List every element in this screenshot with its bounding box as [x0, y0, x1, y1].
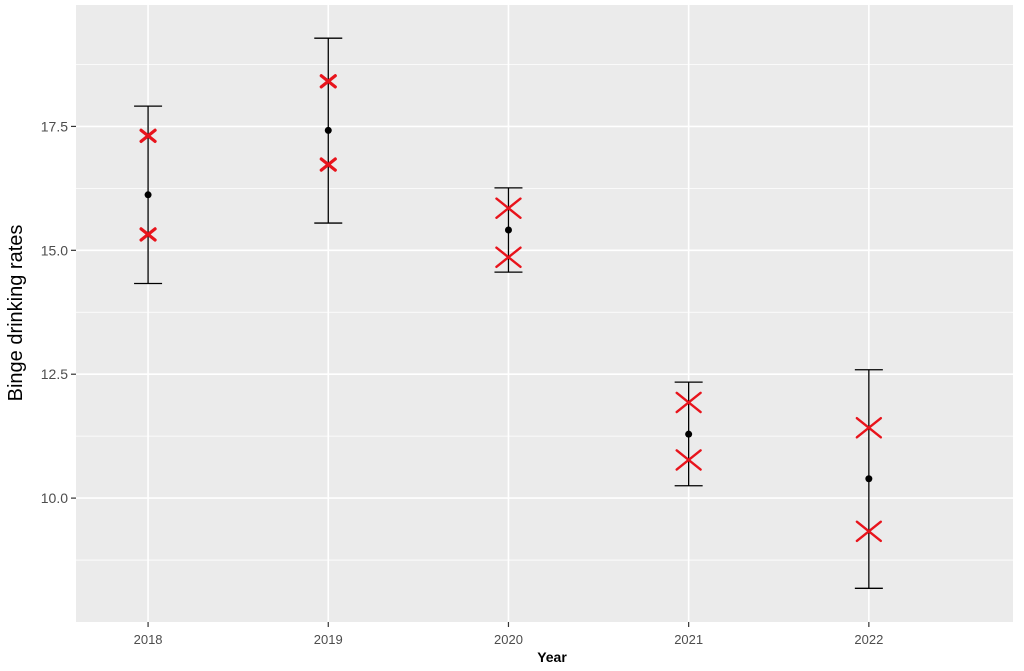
grid-major [76, 5, 1013, 622]
x-mark-2019-2 [319, 74, 337, 89]
x-tick-label: 2022 [854, 632, 883, 647]
x-axis-ticks: 201820192020202120222023 [134, 622, 883, 647]
x-mark-stroke [319, 157, 337, 172]
x-mark-stroke [675, 391, 702, 414]
point-2018 [144, 191, 152, 199]
y-tick-label: 15.0 [41, 242, 68, 258]
x-mark-stroke [495, 197, 522, 219]
point-2019 [324, 126, 332, 134]
x-tick-label: 2020 [494, 632, 523, 647]
y-tick-label: 12.5 [41, 366, 68, 382]
x-mark-stroke [139, 128, 157, 144]
grid-minor [76, 64, 1013, 561]
y-axis-ticks: 10.0 12.5 15.0 17.5 [41, 118, 76, 506]
x-tick-label: 2018 [134, 632, 163, 647]
x-tick-label: 2019 [314, 632, 343, 647]
point-2022 [865, 475, 873, 483]
x-mark-stroke [855, 416, 883, 439]
x-mark-2022-1 [855, 520, 883, 543]
x-tick-label: 2021 [674, 632, 703, 647]
x-mark-2018-1 [139, 227, 157, 242]
x-mark-2018-2 [139, 128, 157, 144]
x-axis-title: Year [537, 649, 567, 665]
x-mark-2022-2 [855, 416, 883, 439]
mean-points [144, 126, 873, 483]
x-mark-stroke [675, 449, 702, 471]
x-mark-stroke [139, 227, 157, 242]
x-mark-2020-2 [495, 197, 522, 219]
plot-panel [76, 5, 1013, 622]
y-axis-title: Binge drinking rates [5, 225, 27, 402]
x-marks [139, 74, 883, 543]
x-mark-2019-1 [319, 157, 337, 172]
x-mark-2020-1 [495, 246, 522, 269]
point-2021 [685, 430, 693, 438]
x-mark-stroke [495, 246, 522, 269]
y-tick-label: 17.5 [41, 118, 68, 134]
point-2020 [504, 226, 512, 234]
x-mark-2021-2 [675, 391, 702, 414]
x-mark-stroke [319, 74, 337, 89]
y-tick-label: 10.0 [41, 490, 68, 506]
x-mark-2021-1 [675, 449, 702, 471]
x-mark-stroke [855, 520, 883, 543]
